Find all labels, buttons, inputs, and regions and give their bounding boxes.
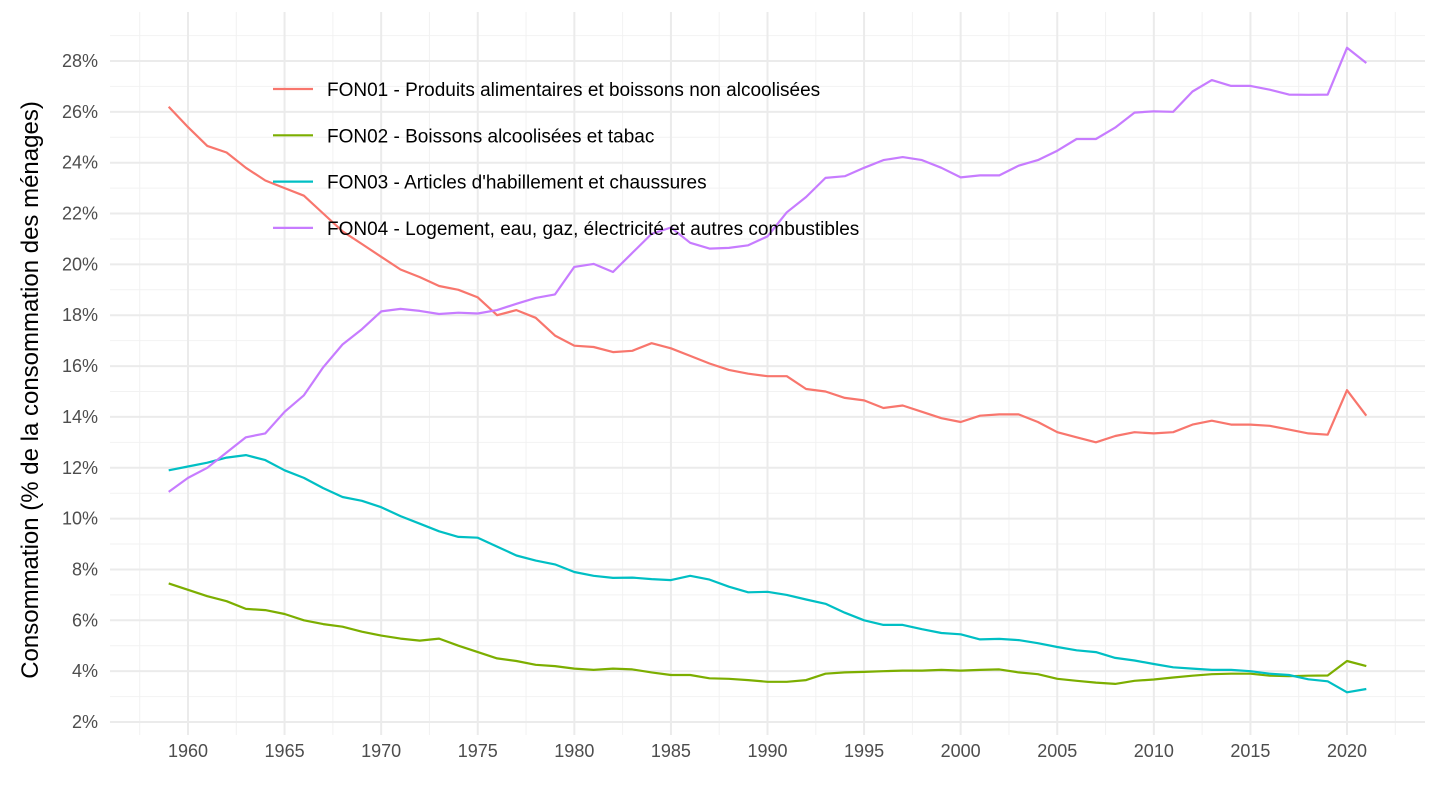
series-line-fon04	[168, 46, 1367, 493]
y-tick-label: 20%	[62, 254, 98, 274]
legend-label: FON02 - Boissons alcoolisées et tabac	[327, 126, 654, 147]
y-tick-label: 4%	[72, 661, 98, 681]
series-line-fon01	[167, 106, 1368, 444]
x-tick-label: 1990	[747, 741, 787, 761]
y-tick-label: 16%	[62, 356, 98, 376]
y-tick-label: 28%	[62, 51, 98, 71]
y-tick-label: 22%	[62, 204, 98, 224]
x-tick-label: 1965	[265, 741, 305, 761]
x-tick-label: 2015	[1230, 741, 1270, 761]
y-tick-label: 12%	[62, 458, 98, 478]
x-tick-label: 1995	[844, 741, 884, 761]
y-tick-label: 10%	[62, 509, 98, 529]
x-tick-label: 1980	[554, 741, 594, 761]
series-line-fon03	[168, 454, 1367, 694]
y-tick-label: 26%	[62, 102, 98, 122]
x-tick-label: 1985	[651, 741, 691, 761]
x-tick-label: 1960	[168, 741, 208, 761]
x-tick-label: 2010	[1134, 741, 1174, 761]
y-axis-ticks: 2% 4% 6% 8% 10% 12% 14% 16% 18% 20% 22% 24% 26% 28%	[62, 51, 98, 732]
legend-label: FON04 - Logement, eau, gaz, électricité …	[327, 219, 859, 240]
x-tick-label: 1975	[458, 741, 498, 761]
y-tick-label: 8%	[72, 559, 98, 579]
y-axis-label: Consommation (% de la consommation des m…	[17, 101, 44, 679]
series-line-fon02	[168, 582, 1367, 685]
x-tick-label: 2005	[1037, 741, 1077, 761]
y-tick-label: 24%	[62, 153, 98, 173]
legend: FON01 - Produits alimentaires et boisson…	[273, 80, 859, 240]
legend-label: FON03 - Articles d'habillement et chauss…	[327, 173, 707, 194]
y-tick-label: 14%	[62, 407, 98, 427]
y-tick-label: 18%	[62, 305, 98, 325]
x-tick-label: 2000	[941, 741, 981, 761]
series-lines	[167, 46, 1368, 694]
y-tick-label: 6%	[72, 610, 98, 630]
x-tick-label: 2020	[1327, 741, 1367, 761]
legend-label: FON01 - Produits alimentaires et boisson…	[327, 80, 820, 101]
x-tick-label: 1970	[361, 741, 401, 761]
x-axis-ticks: 1960 1965 1970 1975 1980 1985 1990 1995 2000 2005…	[168, 741, 1367, 761]
grid	[110, 12, 1425, 735]
y-tick-label: 2%	[72, 712, 98, 732]
